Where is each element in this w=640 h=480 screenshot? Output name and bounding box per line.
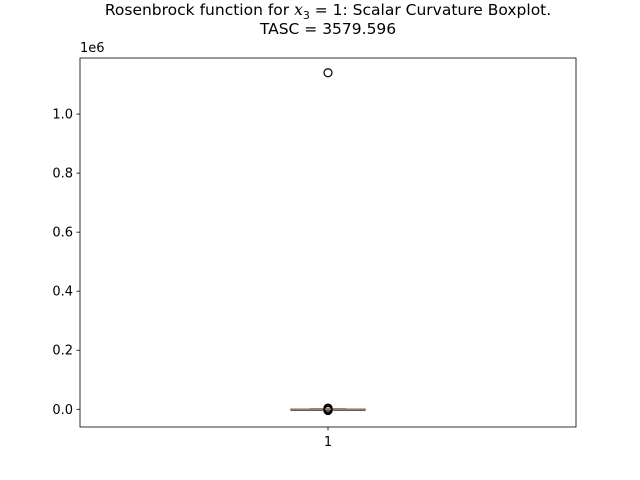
title-suffix: = 1: Scalar Curvature Boxplot. xyxy=(310,1,551,19)
y-tick-label: 0.4 xyxy=(52,285,73,300)
plot-area: 0.0 0.2 0.4 0.6 0.8 1.0 1 xyxy=(52,57,577,450)
chart-title-line2: TASC = 3579.596 xyxy=(259,20,396,38)
title-math-var: x xyxy=(294,1,303,19)
outlier-point xyxy=(323,68,333,78)
y-tick-label: 0.0 xyxy=(52,403,73,418)
y-tick-label: 0.6 xyxy=(52,226,73,241)
title-math-sub: 3 xyxy=(303,9,310,22)
x-tick-label: 1 xyxy=(324,435,332,450)
outlier-point xyxy=(323,405,333,415)
y-tick-label: 0.8 xyxy=(52,167,73,182)
y-tick-label: 1.0 xyxy=(52,108,73,123)
y-offset-label: 1e6 xyxy=(80,41,105,56)
title-prefix: Rosenbrock function for xyxy=(105,1,294,19)
y-tick-label: 0.2 xyxy=(52,344,73,359)
axes-frame xyxy=(79,57,577,428)
chart-title-line1: Rosenbrock function for x3 = 1: Scalar C… xyxy=(105,1,551,22)
